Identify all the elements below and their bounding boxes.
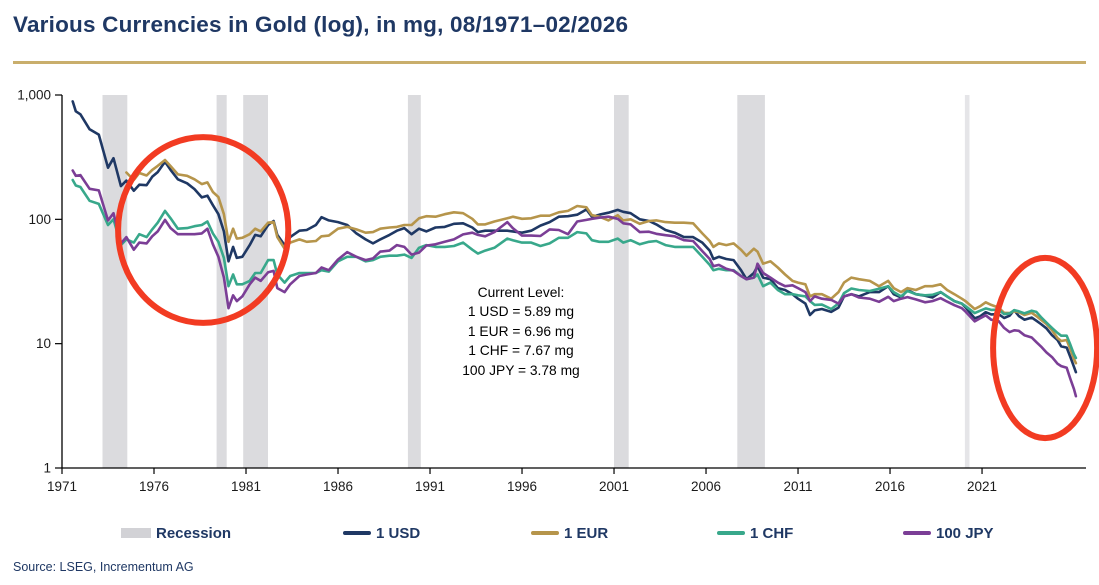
series-line-1-chf — [71, 178, 1078, 360]
annotation-usd-value: 1 USD = 5.89 mg — [467, 304, 575, 320]
recession-band — [216, 95, 227, 468]
annotation-title: Current Level: — [477, 285, 565, 300]
highlight-ellipse — [990, 254, 1099, 442]
y-tick-label: 1,000 — [17, 88, 51, 103]
x-tick-label: 1976 — [139, 479, 169, 494]
axis-lines — [61, 95, 1086, 469]
y-tick-label: 10 — [36, 336, 51, 351]
recession-swatch — [121, 528, 151, 538]
legend-label-jpy: 100 JPY — [936, 524, 994, 542]
y-tick-label: 100 — [28, 212, 51, 227]
jpy-line-swatch — [903, 531, 931, 535]
y-tick-label: 1 — [43, 461, 51, 476]
recession-band — [407, 95, 421, 468]
legend-item-chf: 1 CHF — [717, 522, 793, 544]
current-level-annotation: Current Level: 1 USD = 5.89 mg 1 EUR = 6… — [421, 283, 621, 380]
legend-item-usd: 1 USD — [343, 522, 420, 544]
legend-label-chf: 1 CHF — [750, 524, 794, 542]
page-title: Various Currencies in Gold (log), in mg,… — [13, 12, 629, 37]
x-tick-label: 2006 — [691, 479, 721, 494]
eur-line-swatch — [531, 531, 559, 535]
legend-item-recession: Recession — [121, 522, 231, 544]
legend-item-jpy: 100 JPY — [903, 522, 994, 544]
x-tick-label: 2016 — [875, 479, 905, 494]
series-line-1-eur — [125, 158, 1078, 365]
x-tick-label: 2011 — [784, 479, 813, 494]
x-tick-label: 1991 — [415, 479, 445, 494]
recession-band — [102, 95, 128, 468]
legend-label-eur: 1 EUR — [564, 524, 609, 542]
highlight-ellipse — [115, 134, 292, 326]
legend-label-usd: 1 USD — [376, 524, 421, 542]
legend-label-recession: Recession — [156, 524, 232, 542]
annotation-chf-value: 1 CHF = 7.67 mg — [468, 343, 574, 359]
chf-line-swatch — [717, 531, 745, 535]
x-tick-label: 1996 — [507, 479, 537, 494]
series-line-100-jpy — [71, 169, 1078, 398]
usd-line-swatch — [343, 531, 371, 535]
title-divider — [13, 61, 1086, 64]
legend-item-eur: 1 EUR — [531, 522, 608, 544]
x-tick-label: 1971 — [47, 479, 77, 494]
x-tick-label: 1981 — [231, 479, 261, 494]
recession-band — [964, 95, 970, 468]
recession-band — [614, 95, 629, 468]
x-tick-label: 2021 — [967, 479, 997, 494]
annotation-jpy-value: 100 JPY = 3.78 mg — [462, 362, 580, 378]
x-tick-label: 1986 — [323, 479, 353, 494]
legend: Recession 1 USD 1 EUR 1 CHF 100 JPY — [0, 522, 1099, 546]
annotation-eur-value: 1 EUR = 6.96 mg — [467, 323, 575, 339]
source-note: Source: LSEG, Incrementum AG — [13, 560, 194, 574]
x-tick-label: 2001 — [599, 479, 629, 494]
